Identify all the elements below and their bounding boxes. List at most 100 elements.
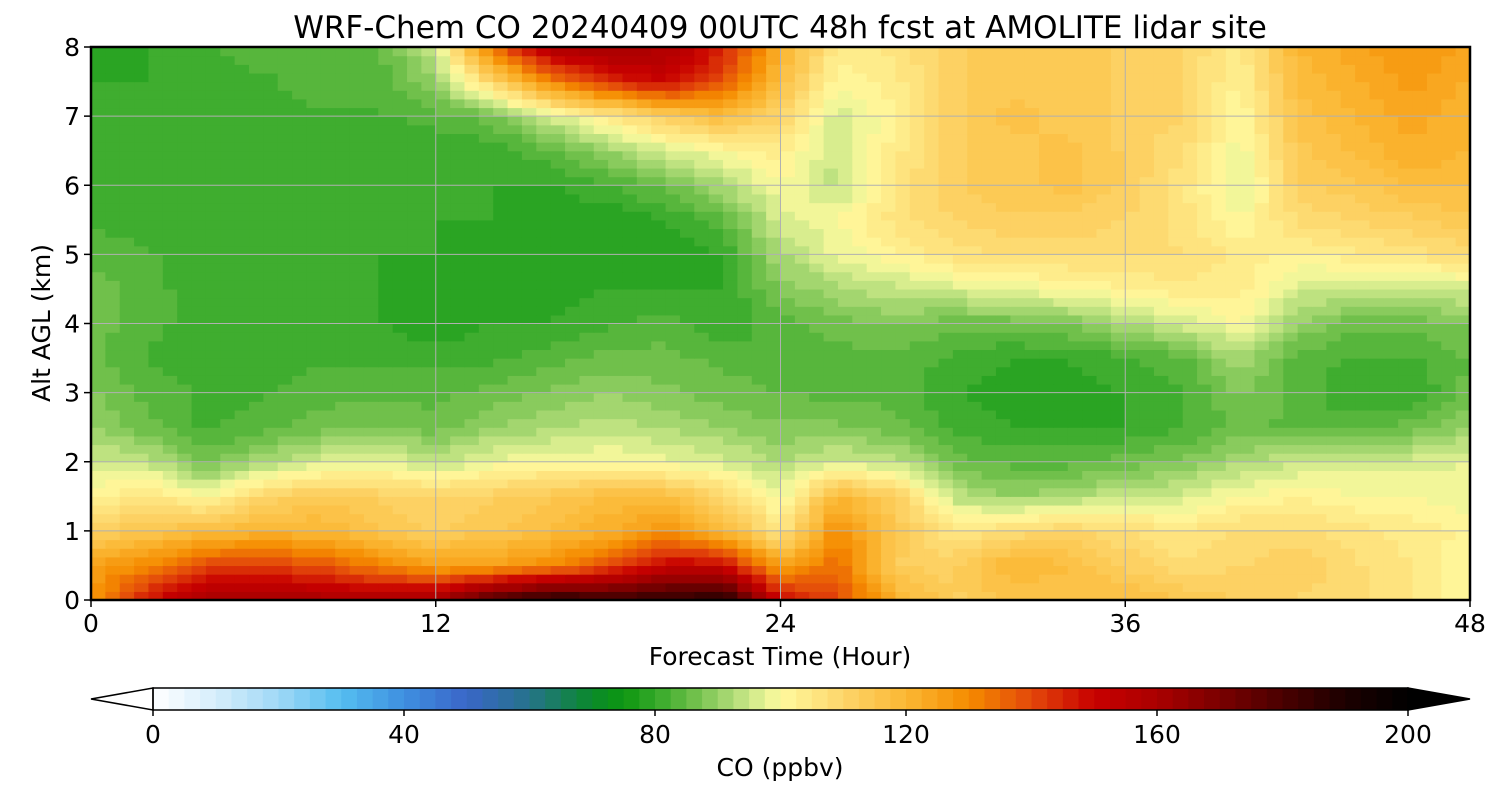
contour-cell <box>1039 479 1055 489</box>
contour-cell <box>1326 496 1342 506</box>
contour-cell <box>665 479 681 489</box>
contour-cell <box>995 323 1011 333</box>
contour-cell <box>1441 574 1457 584</box>
contour-cell <box>464 167 480 178</box>
contour-cell <box>1297 306 1313 316</box>
contour-cell <box>1010 522 1026 532</box>
contour-cell <box>91 504 106 515</box>
contour-cell <box>1268 530 1284 541</box>
contour-cell <box>392 254 408 264</box>
contour-cell <box>249 522 264 532</box>
contour-cell <box>105 418 121 428</box>
contour-cell <box>1082 366 1098 376</box>
contour-cell <box>608 193 624 204</box>
contour-cell <box>134 349 150 359</box>
contour-cell <box>895 530 911 541</box>
contour-cell <box>464 159 480 169</box>
contour-cell <box>349 211 365 221</box>
contour-cell <box>967 418 983 428</box>
contour-cell <box>119 582 135 592</box>
contour-cell <box>952 263 968 273</box>
contour-cell <box>679 504 695 515</box>
contour-cell <box>1455 479 1470 489</box>
contour-cell <box>134 496 150 506</box>
contour-cell <box>995 280 1011 290</box>
contour-cell <box>1398 150 1414 160</box>
contour-cell <box>1383 237 1399 247</box>
contour-cell <box>1225 548 1241 558</box>
contour-cell <box>622 401 638 411</box>
contour-cell <box>1340 496 1356 506</box>
contour-cell <box>148 453 164 463</box>
contour-cell <box>177 401 193 411</box>
contour-cell <box>737 159 753 169</box>
contour-cell <box>1053 228 1069 238</box>
contour-cell <box>1283 470 1299 480</box>
contour-cell <box>1010 548 1026 558</box>
contour-cell <box>407 323 422 333</box>
contour-cell <box>1240 591 1256 600</box>
contour-cell <box>794 245 810 255</box>
contour-cell <box>895 159 911 169</box>
contour-cell <box>363 228 379 238</box>
contour-cell <box>1225 271 1241 281</box>
contour-cell <box>636 383 652 394</box>
contour-cell <box>1412 565 1428 575</box>
contour-cell <box>536 358 552 368</box>
contour-cell <box>1024 461 1040 471</box>
contour-cell <box>335 349 351 359</box>
contour-cell <box>1024 539 1040 549</box>
contour-cell <box>1182 574 1198 584</box>
contour-cell <box>478 176 494 186</box>
contour-cell <box>1369 401 1385 411</box>
contour-cell <box>177 582 193 592</box>
contour-cell <box>679 375 695 385</box>
contour-cell <box>191 314 207 325</box>
contour-cell <box>478 427 494 437</box>
contour-cell <box>952 548 968 558</box>
contour-cell <box>981 150 997 160</box>
contour-cell <box>1355 427 1371 437</box>
contour-cell <box>478 444 494 454</box>
contour-cell <box>277 409 293 420</box>
contour-cell <box>249 202 264 212</box>
contour-cell <box>263 228 279 238</box>
contour-cell <box>622 202 638 212</box>
contour-cell <box>1053 176 1069 186</box>
contour-cell <box>565 383 580 394</box>
contour-cell <box>780 461 796 471</box>
contour-cell <box>679 496 695 506</box>
contour-cell <box>450 280 466 290</box>
contour-cell <box>1225 332 1241 342</box>
contour-cell <box>794 288 810 299</box>
contour-cell <box>1326 453 1342 463</box>
contour-cell <box>1254 496 1270 506</box>
contour-cell <box>895 582 911 592</box>
contour-cell <box>91 496 106 506</box>
contour-cell <box>1197 582 1213 592</box>
contour-cell <box>1383 358 1399 368</box>
contour-cell <box>1369 150 1385 160</box>
contour-cell <box>91 401 106 411</box>
contour-cell <box>407 185 422 195</box>
contour-cell <box>823 401 839 411</box>
contour-cell <box>536 280 552 290</box>
contour-cell <box>579 392 595 402</box>
contour-cell <box>1082 202 1098 212</box>
contour-cell <box>1426 340 1442 351</box>
contour-cell <box>134 479 150 489</box>
contour-cell <box>837 565 853 575</box>
contour-cell <box>852 332 868 342</box>
contour-cell <box>608 219 624 230</box>
contour-cell <box>1340 513 1356 523</box>
contour-cell <box>1225 435 1241 446</box>
contour-cell <box>507 366 523 376</box>
contour-cell <box>1398 288 1414 299</box>
contour-cell <box>119 202 135 212</box>
contour-cell <box>234 306 250 316</box>
contour-cell <box>1455 219 1470 230</box>
contour-cell <box>464 479 480 489</box>
contour-cell <box>1197 185 1213 195</box>
contour-cell <box>766 444 782 454</box>
contour-cell <box>177 150 193 160</box>
